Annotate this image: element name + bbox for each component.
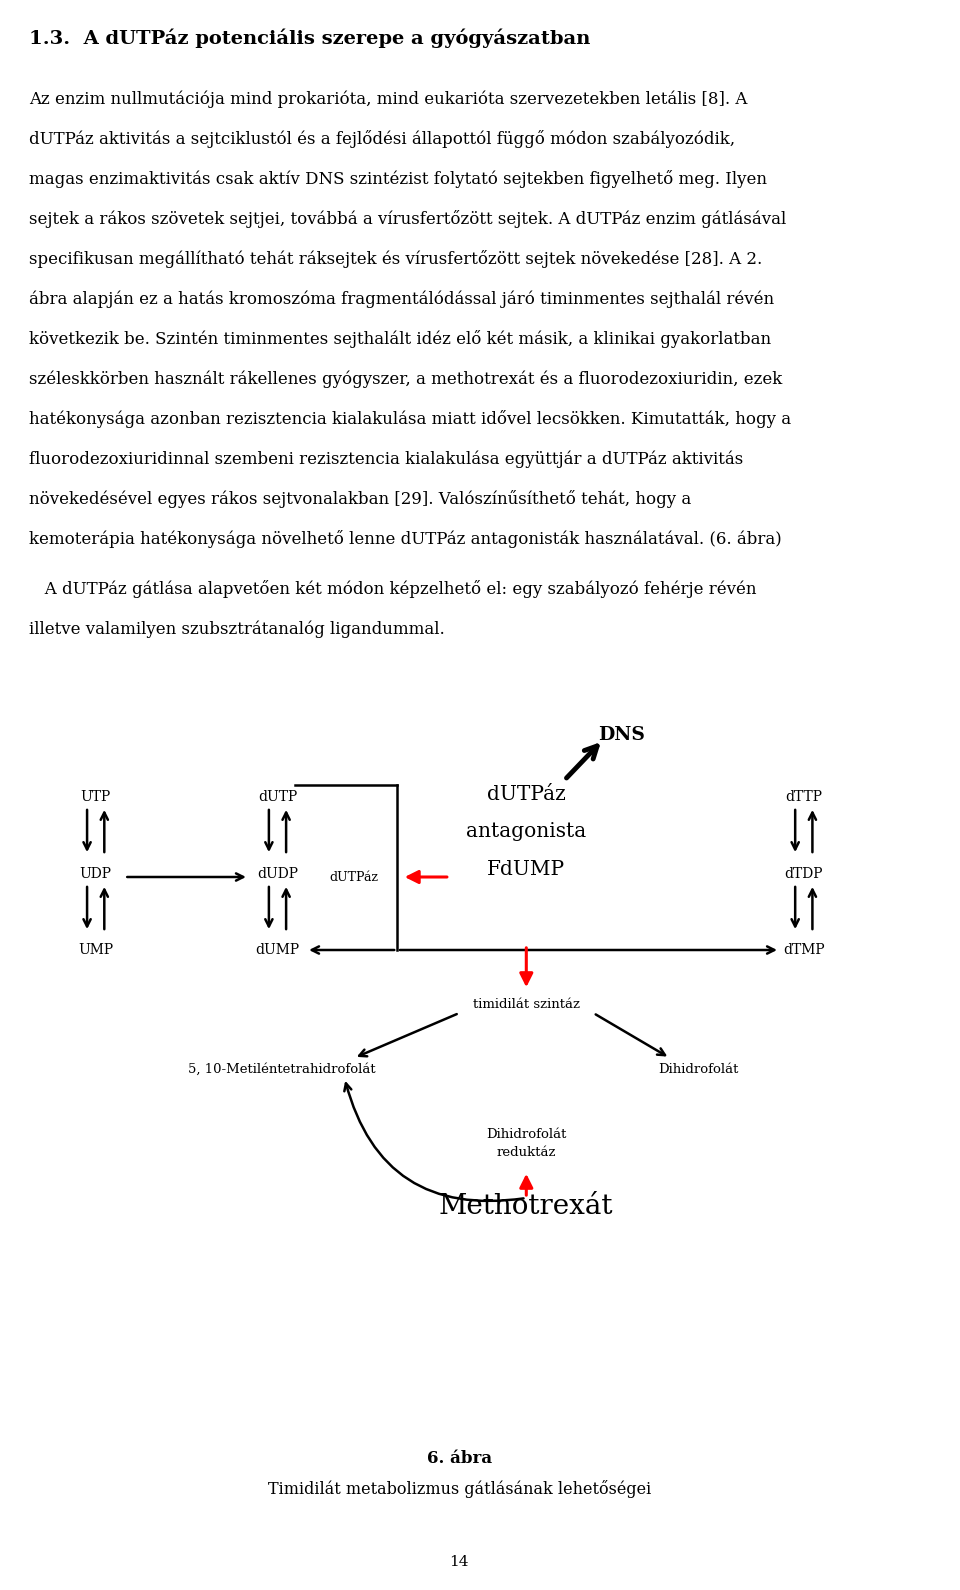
Text: hatékonysága azonban rezisztencia kialakulása miatt idővel lecsökken. Kimutatták: hatékonysága azonban rezisztencia kialak… [29,410,791,428]
Text: széleskkörben használt rákellenes gyógyszer, a methotrexát és a fluorodezoxiurid: széleskkörben használt rákellenes gyógys… [29,370,782,388]
Text: Dihidrofolát: Dihidrofolát [659,1064,739,1076]
Text: Az enzim nullmutációja mind prokarióta, mind eukarióta szervezetekben letális [8: Az enzim nullmutációja mind prokarióta, … [29,91,747,108]
Text: 6. ábra: 6. ábra [427,1450,492,1468]
Text: ábra alapján ez a hatás kromoszóma fragmentálódással járó timinmentes sejthalál : ábra alapján ez a hatás kromoszóma fragm… [29,289,774,307]
Text: UMP: UMP [78,943,113,957]
Text: dUTPáz: dUTPáz [329,870,378,884]
Text: illetve valamilyen szubsztrátanalóg ligandummal.: illetve valamilyen szubsztrátanalóg liga… [29,620,444,638]
Text: FdUMP: FdUMP [488,860,565,879]
Text: A dUTPáz gátlása alapvetően két módon képzelhető el: egy szabályozó fehérje révé: A dUTPáz gátlása alapvetően két módon ké… [29,580,756,598]
Text: dTTP: dTTP [785,790,823,805]
Text: következik be. Szintén timinmentes sejthalált idéz elő két másik, a klinikai gya: következik be. Szintén timinmentes sejth… [29,331,771,348]
Text: 5, 10-Metiléntetrahidrofolát: 5, 10-Metiléntetrahidrofolát [188,1064,376,1076]
Text: 14: 14 [449,1555,469,1569]
Text: specifikusan megállítható tehát ráksejtek és vírusfertőzött sejtek növekedése [2: specifikusan megállítható tehát ráksejte… [29,250,762,269]
Text: Timidilát metabolizmus gátlásának lehetőségei: Timidilát metabolizmus gátlásának lehető… [268,1480,651,1498]
Text: antagonista: antagonista [467,822,587,841]
Text: növekedésével egyes rákos sejtvonalakban [29]. Valószínűsíthető tehát, hogy a: növekedésével egyes rákos sejtvonalakban… [29,490,691,507]
Text: kemoterápia hatékonysága növelhető lenne dUTPáz antagonisták használatával. (6. : kemoterápia hatékonysága növelhető lenne… [29,529,781,549]
Text: dUTPáz: dUTPáz [487,785,565,805]
Text: dUTP: dUTP [258,790,298,805]
Text: dUMP: dUMP [255,943,300,957]
Text: sejtek a rákos szövetek sejtjei, továbbá a vírusfertőzött sejtek. A dUTPáz enzim: sejtek a rákos szövetek sejtjei, továbbá… [29,210,786,227]
Text: dTMP: dTMP [783,943,825,957]
Text: UDP: UDP [80,867,111,881]
Text: magas enzimaktivitás csak aktív DNS szintézist folytató sejtekben figyelhető meg: magas enzimaktivitás csak aktív DNS szin… [29,170,767,188]
Text: dUTPáz aktivitás a sejtciklustól és a fejlődési állapottól függő módon szabályoz: dUTPáz aktivitás a sejtciklustól és a fe… [29,130,734,148]
Text: fluorodezoxiuridinnal szembeni rezisztencia kialakulása együttjár a dUTPáz aktiv: fluorodezoxiuridinnal szembeni reziszten… [29,450,743,467]
Text: DNS: DNS [598,727,645,744]
Text: Dihidrofolát
reduktáz: Dihidrofolát reduktáz [486,1127,566,1159]
Text: UTP: UTP [81,790,110,805]
Text: 1.3.  A dUTPáz potenciális szerepe a gyógyászatban: 1.3. A dUTPáz potenciális szerepe a gyóg… [29,29,590,48]
Text: dTDP: dTDP [784,867,823,881]
Text: Methotrexát: Methotrexát [439,1192,613,1220]
Text: dUDP: dUDP [257,867,298,881]
Text: timidilát szintáz: timidilát szintáz [472,999,580,1011]
